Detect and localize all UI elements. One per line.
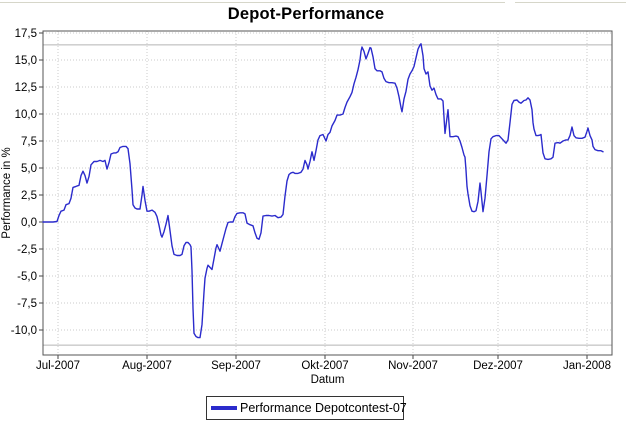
window-chrome-line xyxy=(515,2,626,3)
y-tick-label: 0,0 xyxy=(21,217,37,229)
series-line xyxy=(42,43,604,339)
legend-label: Performance Depotcontest-07 xyxy=(240,401,407,415)
y-tick-label: 2,5 xyxy=(21,190,37,202)
legend-line-swatch-icon xyxy=(211,406,237,410)
x-axis-title: Datum xyxy=(310,374,345,386)
x-tick-label: Aug-2007 xyxy=(122,360,172,372)
legend: Performance Depotcontest-07 xyxy=(206,396,407,420)
y-tick-label: -5,0 xyxy=(17,271,37,283)
window-chrome-line xyxy=(312,2,505,3)
y-tick-label: -10,0 xyxy=(11,325,37,337)
x-tick-label: Nov-2007 xyxy=(388,360,438,372)
y-tick-label: 5,0 xyxy=(21,163,37,175)
y-tick-label: 7,5 xyxy=(21,136,37,148)
x-tick-label: Dez-2007 xyxy=(473,360,523,372)
y-tick-label: 17,5 xyxy=(15,28,37,40)
y-tick-label: 15,0 xyxy=(15,55,37,67)
y-tick-label: 12,5 xyxy=(15,82,37,94)
x-tick-label: Jul-2007 xyxy=(36,360,80,372)
plot-border xyxy=(42,30,613,356)
y-tick-label: -7,5 xyxy=(17,298,37,310)
x-tick-label: Okt-2007 xyxy=(301,360,348,372)
x-tick-label: Sep-2007 xyxy=(211,360,261,372)
y-tick-label: 10,0 xyxy=(15,109,37,121)
chart-title: Depot-Performance xyxy=(227,5,385,23)
x-tick-label: Jan-2008 xyxy=(563,360,611,372)
y-tick-label: -2,5 xyxy=(17,244,37,256)
plot-background xyxy=(43,31,612,355)
window-chrome-line xyxy=(0,2,300,3)
